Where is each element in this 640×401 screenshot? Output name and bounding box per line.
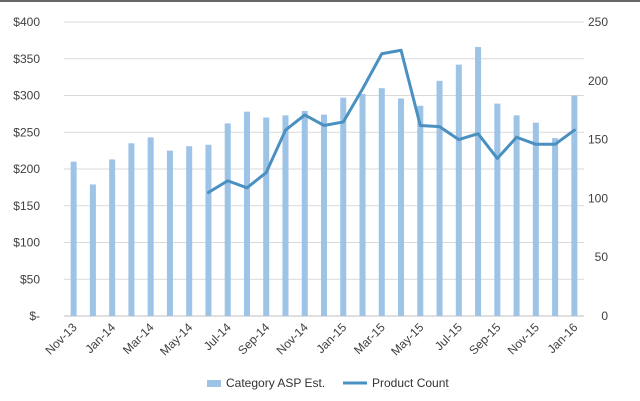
y-right-tick-label: 100 <box>588 191 608 205</box>
x-tick-label: Jul-14 <box>201 320 234 353</box>
bar-Oct-15 <box>513 115 520 316</box>
y-left-tick-label: $250 <box>13 125 40 139</box>
x-tick-label: Jan-15 <box>314 320 350 356</box>
line-series-product-count <box>206 48 576 195</box>
y-left-tick-label: $150 <box>13 199 40 213</box>
bar-May-15 <box>417 105 424 316</box>
y-left-tick-label: $350 <box>13 52 40 66</box>
legend-label-product-count: Product Count <box>372 376 449 390</box>
x-tick-label: May-14 <box>157 320 195 358</box>
bar-Jan-14 <box>109 159 116 316</box>
bar-Mar-15 <box>378 88 385 317</box>
product-count-line <box>206 48 576 195</box>
bar-Sep-14 <box>263 117 270 316</box>
y-left-tick-label: $50 <box>20 272 40 286</box>
x-tick-label: Mar-14 <box>120 320 157 357</box>
x-tick-label: Jan-14 <box>82 320 118 356</box>
legend-swatch-bar <box>207 380 221 387</box>
bar-May-14 <box>186 146 193 316</box>
bar-Jan-16 <box>571 95 578 316</box>
bar-Mar-14 <box>147 137 154 316</box>
bar-Dec-14 <box>321 114 327 316</box>
bar-Nov-14 <box>301 110 308 316</box>
y-left-tick-label: $100 <box>13 236 40 250</box>
bar-Nov-13 <box>70 161 77 316</box>
y-left-tick-label: $200 <box>13 162 40 176</box>
x-tick-label: Jul-15 <box>432 320 465 353</box>
x-tick-label: Jan-16 <box>545 320 581 356</box>
x-tick-label: Mar-15 <box>351 320 388 357</box>
bar-Nov-15 <box>532 122 539 316</box>
x-tick-label: Sep-14 <box>235 320 272 357</box>
bar-Sep-15 <box>494 103 501 317</box>
bar-Apr-15 <box>398 98 405 316</box>
x-tick-label: May-15 <box>388 320 426 358</box>
x-tick-label: Nov-14 <box>274 320 311 357</box>
legend: Category ASP Est. Product Count <box>207 376 449 390</box>
bar-Dec-13 <box>89 184 96 316</box>
x-tick-label: Sep-15 <box>466 320 503 357</box>
bar-Aug-15 <box>475 46 482 317</box>
bar-Dec-15 <box>552 138 559 316</box>
bar-Jul-14 <box>224 123 231 317</box>
legend-label-category-asp: Category ASP Est. <box>226 376 325 390</box>
bar-Jul-15 <box>455 64 462 316</box>
y-right-tick-label: 250 <box>588 15 608 29</box>
bar-Aug-14 <box>243 111 250 316</box>
bar-Feb-14 <box>128 143 135 316</box>
bar-Jan-15 <box>340 97 347 316</box>
bar-series-category-asp <box>70 46 578 317</box>
bar-Jun-15 <box>436 80 443 316</box>
y-left-tick-label: $- <box>29 309 40 323</box>
x-tick-label: Nov-15 <box>505 320 542 357</box>
y-right-tick-label: 0 <box>601 309 608 323</box>
y-right-tick-label: 50 <box>595 250 609 264</box>
y-right-tick-label: 200 <box>588 74 608 88</box>
y-left-tick-label: $400 <box>13 15 40 29</box>
bar-Feb-15 <box>359 94 366 316</box>
bar-Apr-14 <box>166 150 173 316</box>
bar-Jun-14 <box>205 144 212 316</box>
y-left-tick-label: $300 <box>13 89 40 103</box>
x-tick-label: Nov-13 <box>42 320 79 357</box>
y-right-tick-label: 150 <box>588 133 608 147</box>
bar-Oct-14 <box>282 115 289 316</box>
